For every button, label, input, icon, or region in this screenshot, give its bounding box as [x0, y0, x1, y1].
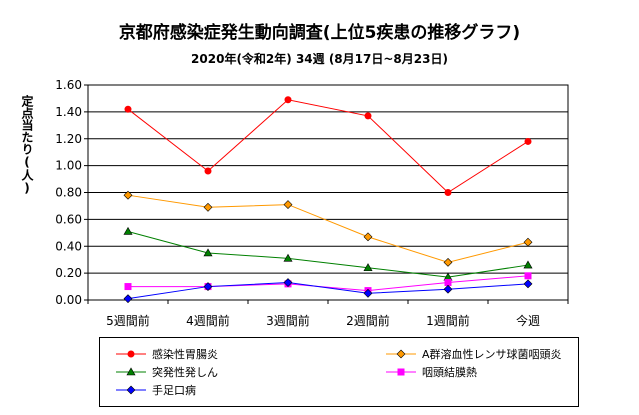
legend-item-4: 咽頭結膜熱	[384, 364, 477, 380]
series-line-1	[127, 99, 529, 194]
legend-marker	[126, 385, 136, 395]
data-point-s1-4	[364, 112, 372, 120]
legend-swatch	[116, 350, 146, 358]
data-point-s4-5	[444, 279, 452, 287]
x-tick-label: 5週間前	[106, 313, 150, 328]
y-tick-label: 0.00	[55, 293, 82, 307]
x-tick-label: 3週間前	[266, 313, 310, 328]
legend-item-1: 感染性胃腸炎	[114, 346, 218, 362]
y-tick-label: 1.00	[55, 159, 82, 173]
y-tick-label: 1.60	[55, 78, 82, 92]
data-point-s3-4	[363, 263, 373, 272]
chart-title: 京都府感染症発生動向調査(上位5疾患の推移グラフ)	[118, 23, 521, 43]
data-point-s5-1	[123, 294, 133, 304]
series-line-4	[128, 275, 529, 292]
y-tick-label: 1.40	[55, 105, 82, 119]
legend-swatch	[386, 349, 416, 359]
data-point-s1-6	[524, 137, 532, 145]
data-point-s1-3	[284, 96, 292, 104]
data-point-s2-2	[203, 202, 213, 212]
data-point-s3-6	[523, 260, 533, 269]
y-tick-label: 1.20	[55, 132, 82, 146]
y-axis-label: 定点当たり(人)	[20, 95, 34, 195]
data-point-s5-2	[203, 282, 213, 291]
x-tick-label: 4週間前	[186, 313, 230, 328]
legend-swatch	[116, 367, 146, 376]
data-point-s5-3	[283, 278, 293, 287]
data-point-s1-1	[124, 105, 132, 113]
legend-item-5: 手足口病	[114, 382, 196, 398]
legend-label: 咽頭結膜熱	[422, 366, 477, 379]
data-point-s1-2	[204, 167, 212, 175]
legend-marker	[397, 368, 405, 376]
data-point-s2-3	[283, 200, 293, 210]
legend-marker	[396, 349, 406, 359]
data-point-s5-4	[363, 288, 373, 298]
legend-item-3: 突発性発しん	[114, 364, 218, 380]
data-point-s3-2	[203, 248, 213, 257]
data-point-s3-1	[123, 226, 133, 235]
legend-label: 感染性胃腸炎	[152, 348, 218, 361]
x-tick-label: 2週間前	[346, 313, 390, 328]
data-point-s4-1	[124, 283, 132, 291]
data-point-s4-6	[524, 272, 532, 280]
x-tick-label: 1週間前	[426, 313, 470, 328]
legend: 感染性胃腸炎 A群溶血性レンサ球菌咽頭炎突発性発しん 咽頭結膜熱手足口病	[99, 337, 579, 407]
y-tick-label: 0.80	[55, 186, 82, 200]
data-point-s5-6	[523, 279, 533, 289]
legend-label: A群溶血性レンサ球菌咽頭炎	[422, 348, 562, 361]
legend-marker	[126, 367, 136, 376]
data-point-s2-4	[363, 232, 373, 242]
legend-item-2: A群溶血性レンサ球菌咽頭炎	[384, 346, 562, 362]
data-point-s2-6	[523, 237, 533, 247]
y-tick-label: 0.60	[55, 212, 82, 226]
data-point-s2-5	[443, 257, 453, 267]
legend-label: 突発性発しん	[152, 366, 218, 379]
legend-swatch	[386, 368, 416, 376]
y-tick-label: 0.20	[55, 266, 82, 280]
data-point-s1-5	[444, 189, 452, 196]
series-line-2	[127, 194, 529, 263]
legend-marker	[127, 350, 135, 358]
series-line-3	[127, 230, 529, 278]
series-line-5	[127, 282, 529, 300]
data-point-s5-5	[443, 284, 453, 294]
legend-swatch	[116, 385, 146, 395]
data-point-s2-1	[123, 190, 133, 200]
x-tick-label: 今週	[516, 313, 540, 328]
legend-label: 手足口病	[152, 384, 196, 397]
data-point-s3-3	[283, 253, 293, 262]
chart-subtitle: 2020年(令和2年) 34週 (8月17日~8月23日)	[191, 52, 448, 66]
y-tick-label: 0.40	[55, 239, 82, 253]
